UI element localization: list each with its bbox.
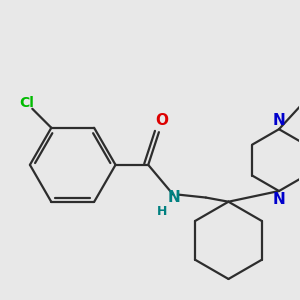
Text: H: H [157, 205, 168, 218]
Text: N: N [168, 190, 181, 205]
Text: N: N [273, 192, 285, 207]
Text: Cl: Cl [19, 96, 34, 110]
Text: N: N [273, 113, 285, 128]
Text: O: O [155, 113, 168, 128]
